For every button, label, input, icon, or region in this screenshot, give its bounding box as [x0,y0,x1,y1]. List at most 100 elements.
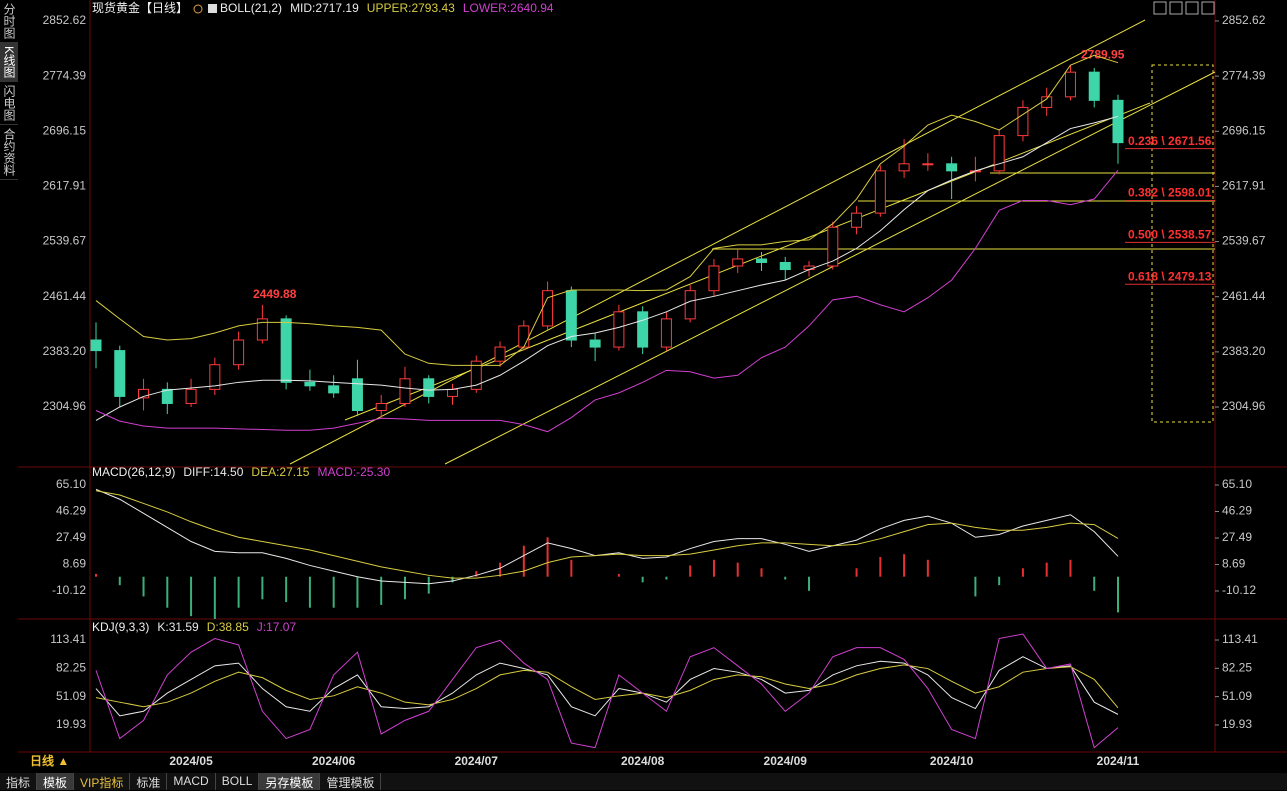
y-tick-label: 65.10 [56,477,86,491]
toolbar-tab[interactable]: 另存模板 [259,773,321,790]
y-tick-label: 82.25 [1222,660,1252,674]
x-tick-label: 2024/06 [312,754,356,768]
candle-body [851,212,863,228]
candle-body [708,265,720,292]
candle-body [637,311,649,348]
toolbar-tab[interactable]: 模板 [37,773,75,790]
frame [18,0,1287,753]
indicator-line [95,488,1119,585]
toolbar-tab[interactable]: 标准 [130,773,168,790]
candle-body [375,402,387,412]
fib-label: 0.382 \ 2598.01 [1128,186,1212,200]
x-tick-label: 2024/05 [169,754,213,768]
y-tick-label: 19.93 [56,717,86,731]
legend-entry: DIFF:14.50 [183,465,243,479]
y-tick-label: 2617.91 [1222,179,1266,193]
side-tab[interactable]: K线图 [0,43,18,83]
indicator-name: MACD(26,12,9) [92,465,175,479]
indicator-line [95,656,1119,717]
toolbar: 指标 模板 VIP指标 标准 MACD BOLL 另存模板 管理模板 [0,773,1287,790]
icon[interactable] [1169,1,1183,15]
y-tick-label: 2774.39 [1222,68,1266,82]
y-tick-label: 51.09 [56,689,86,703]
legend-entry: UPPER:2793.43 [367,1,455,15]
y-tick-label: 2852.62 [43,13,87,27]
channel-line [444,71,1216,465]
y-tick-label: 2304.96 [43,399,87,413]
candle-body [470,360,482,390]
candle-body [542,290,554,327]
legend-entry: MID:2717.19 [290,1,359,15]
icon[interactable] [1153,1,1167,15]
y-tick-label: 46.29 [1222,504,1252,518]
chart: 2449.88 2789.95 日线 ▲ 2852.62 2852.62 2774.… [18,0,1287,769]
toolbar-tab[interactable]: MACD [167,773,216,790]
legend-entry: D:38.85 [207,620,249,634]
candle-body [874,170,886,214]
icon[interactable] [1201,1,1215,15]
candle-body [1112,99,1124,144]
side-tab[interactable]: 合约资料 [0,125,18,181]
candle-body [209,364,221,390]
y-tick-label: 8.69 [63,557,87,571]
window-icons [1153,1,1215,15]
candle-body [946,163,958,172]
y-tick-label: 2696.15 [1222,123,1266,137]
candle-body [280,318,292,383]
indicator-name: KDJ(9,3,3) [92,620,149,634]
y-tick-label: 27.49 [1222,530,1252,544]
fib-range-box [1151,64,1214,423]
side-tab[interactable]: 闪电图 [0,82,18,126]
x-tick-label: 2024/11 [1097,754,1140,768]
toolbar-tab[interactable]: VIP指标 [74,773,131,790]
period[interactable]: 日线 ▲ [30,753,69,768]
legend-entry: K:31.59 [157,620,199,634]
y-tick-label: 2304.96 [1222,399,1266,413]
y-tick-label: 65.10 [1222,477,1252,491]
candle-body [138,388,150,399]
icon [193,4,203,14]
y-tick-label: 2852.62 [1222,13,1266,27]
icon[interactable] [1185,1,1199,15]
high-label: 2789.95 [1081,47,1125,61]
y-tick-label: 82.25 [56,660,86,674]
candle-body [827,226,839,267]
sidebar: 分时图 K线图 闪电图 合约资料 [0,0,18,181]
x-tick-label: 2024/07 [455,754,499,768]
indicator-line [95,115,1119,421]
y-tick-label: 51.09 [1222,689,1252,703]
candle-body [732,258,744,267]
candle-body [922,163,934,166]
candle-body [565,290,577,341]
side-tab[interactable]: 分时图 [0,0,18,43]
fib-label: 0.500 \ 2538.57 [1128,228,1212,242]
y-tick-label: 19.93 [1222,717,1252,731]
x-tick-label: 2024/09 [764,754,808,768]
toolbar-tab[interactable]: 指标 [0,773,38,790]
candle-body [993,135,1005,172]
x-tick-label: 2024/10 [930,754,974,768]
legend-entry: J:17.07 [257,620,297,634]
candle-body [779,261,791,271]
candle-body [233,339,245,366]
toolbar-tab[interactable]: 管理模板 [320,773,382,790]
y-tick-label: -10.12 [52,583,86,597]
y-tick-label: 27.49 [56,530,86,544]
y-tick-label: 2539.67 [43,234,87,248]
indicator-line [95,169,1119,433]
candle-body [1017,106,1029,137]
x-tick-label: 2024/08 [621,754,665,768]
legend-entry: MACD:-25.30 [317,465,390,479]
candle-body [185,388,197,404]
indicator-line [95,54,1119,366]
candle-body [161,388,173,404]
toolbar-tab[interactable]: BOLL [216,773,260,790]
candle-body [304,381,316,387]
y-tick-label: 2383.20 [1222,344,1266,358]
candle-body [447,388,459,397]
y-tick-label: 2774.39 [43,68,87,82]
fib-label: 0.618 \ 2479.13 [1128,269,1212,283]
candle-body [589,339,601,348]
indicator-line [95,664,1119,709]
